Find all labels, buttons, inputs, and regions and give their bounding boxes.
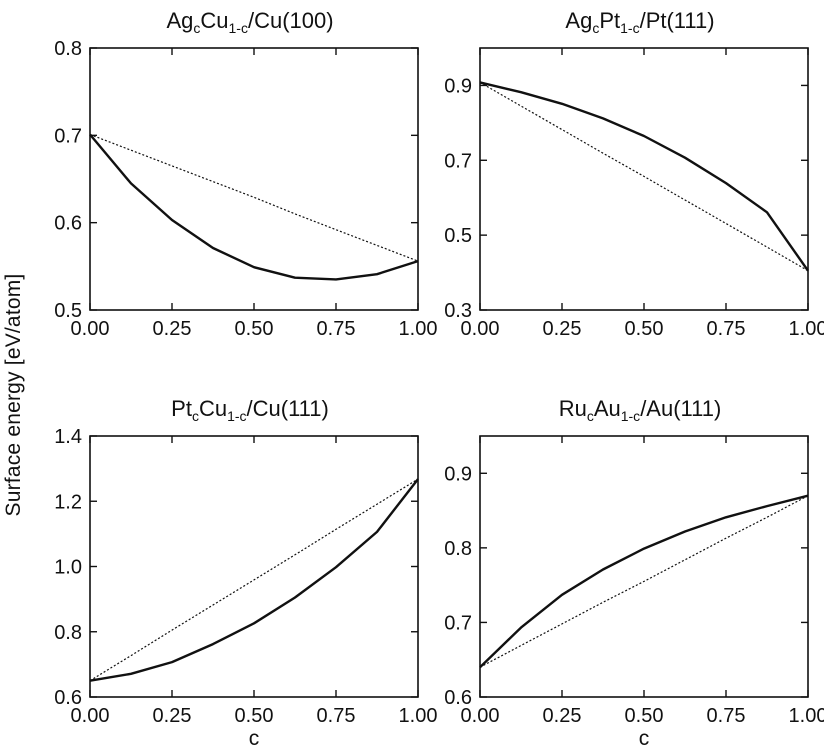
- panel-title-3: PtcCu1-c/Cu(111): [171, 396, 329, 424]
- panel-4-xtick-label: 0.00: [461, 705, 500, 727]
- panel-3-xtick-label: 0.75: [317, 705, 356, 727]
- panel-2-xtick-label: 0.00: [461, 318, 500, 340]
- panel-2-xtick-label: 0.75: [707, 318, 746, 340]
- panel-4-xtick-label: 0.50: [625, 705, 664, 727]
- panel-3-ytick-label: 0.6: [54, 687, 82, 709]
- panel-4-xtick-label: 1.00: [789, 705, 824, 727]
- panel-3-ytick-label: 1.2: [54, 491, 82, 513]
- panel-4-ytick-label: 0.7: [444, 612, 472, 634]
- panel-3-frame: [89, 435, 419, 698]
- panel-3-ytick-label: 1.4: [54, 426, 82, 448]
- panel-3-ytick-label: 0.8: [54, 622, 82, 644]
- panel-title-2: AgcPt1-c/Pt(111): [565, 8, 715, 36]
- panel-1-ytick-label: 0.5: [54, 300, 82, 322]
- panel-3-xtick-label: 1.00: [399, 705, 438, 727]
- panel-4-frame: [479, 435, 809, 698]
- panel-3-xlabel: c: [249, 727, 260, 750]
- panel-2-ytick-label: 0.7: [444, 150, 472, 172]
- panel-1-ytick-label: 0.8: [54, 38, 82, 60]
- panel-1-xtick-label: 0.75: [317, 318, 356, 340]
- panel-1-ytick-label: 0.6: [54, 213, 82, 235]
- panel-1-ytick-label: 0.7: [54, 125, 82, 147]
- panel-4-xlabel: c: [639, 727, 650, 750]
- panel-3-xtick-label: 0.50: [235, 705, 274, 727]
- panel-4-xtick-label: 0.75: [707, 705, 746, 727]
- panel-1-linear-reference-line: [89, 133, 419, 262]
- panel-2-ytick-label: 0.5: [444, 225, 472, 247]
- panel-2-frame: [479, 47, 809, 311]
- panel-2-xtick-label: 1.00: [789, 318, 824, 340]
- panel-2-ytick-label: 0.3: [444, 300, 472, 322]
- panel-3-ytick-label: 1.0: [54, 557, 82, 579]
- panel-4-xtick-label: 0.25: [543, 705, 582, 727]
- panel-2-xtick-label: 0.25: [543, 318, 582, 340]
- panel-4-ytick-label: 0.9: [444, 463, 472, 485]
- panel-1-frame: [89, 47, 419, 311]
- panel-2-linear-reference-line: [479, 81, 809, 272]
- panel-2-xtick-label: 0.50: [625, 318, 664, 340]
- panel-3-xtick-label: 0.00: [71, 705, 110, 727]
- panel-1-xtick-label: 0.25: [153, 318, 192, 340]
- panel-1-xtick-label: 0.00: [71, 318, 110, 340]
- panel-1-surface-energy-curve: [89, 133, 419, 281]
- panel-title-4: RucAu1-c/Au(111): [558, 396, 722, 424]
- panel-2-ytick-label: 0.9: [444, 75, 472, 97]
- panel-3-surface-energy-curve: [89, 478, 419, 682]
- panel-4-linear-reference-line: [479, 495, 809, 668]
- panel-1-xtick-label: 0.50: [235, 318, 274, 340]
- panel-3-linear-reference-line: [89, 478, 419, 682]
- panel-2-surface-energy-curve: [479, 81, 809, 272]
- panel-4-surface-energy-curve: [479, 494, 809, 669]
- panel-4-ytick-label: 0.8: [444, 538, 472, 560]
- panel-4-ytick-label: 0.6: [444, 687, 472, 709]
- panel-1-xtick-label: 1.00: [399, 318, 438, 340]
- panel-3-xtick-label: 0.25: [153, 705, 192, 727]
- panel-title-1: AgcCu1-c/Cu(100): [166, 8, 334, 36]
